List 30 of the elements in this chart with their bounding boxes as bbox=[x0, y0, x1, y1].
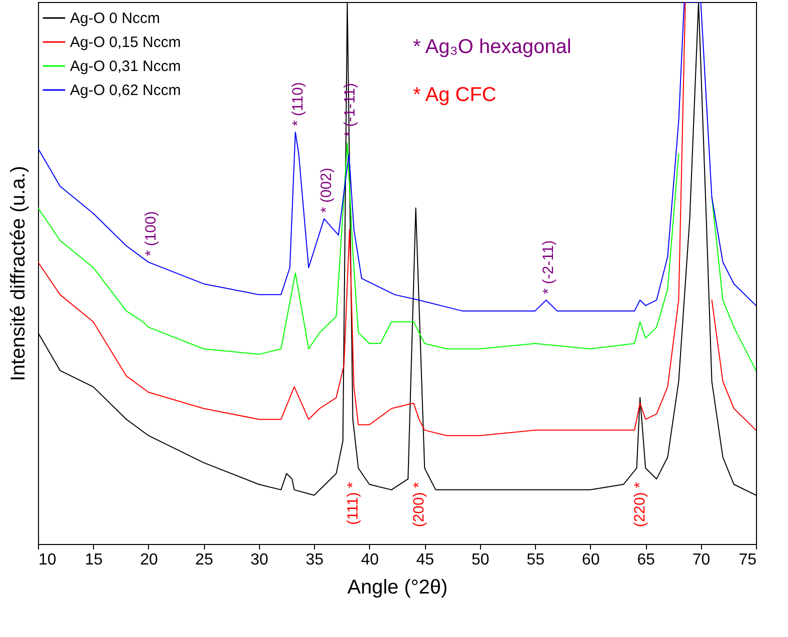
x-tick-label: 15 bbox=[84, 552, 103, 568]
annotation: * (-1-11) bbox=[341, 83, 358, 137]
annotation: (111) * bbox=[344, 482, 362, 525]
x-tick-label: 30 bbox=[250, 552, 268, 568]
x-tick-label: 10 bbox=[38, 552, 56, 568]
x-tick-label: 75 bbox=[738, 552, 757, 568]
x-tick-label: 45 bbox=[416, 552, 434, 568]
x-tick-label: 50 bbox=[471, 552, 490, 568]
annotation: (220) * bbox=[632, 482, 649, 528]
y-axis-title: Intensité diffractée (u.a.) bbox=[8, 166, 30, 382]
x-tick-label: 25 bbox=[195, 552, 214, 568]
x-tick-label: 35 bbox=[306, 552, 324, 568]
annotation: * Ag CFC bbox=[413, 84, 496, 106]
legend-label: Ag-O 0,31 Nccm bbox=[70, 58, 181, 75]
legend-label: Ag-O 0,62 Nccm bbox=[70, 82, 181, 99]
x-tick-label: 65 bbox=[637, 552, 656, 568]
annotation: * (100) bbox=[142, 211, 160, 256]
x-tick-label: 70 bbox=[692, 552, 710, 568]
legend-label: Ag-O 0 Nccm bbox=[70, 10, 160, 27]
annotation: * (110) bbox=[289, 82, 306, 126]
legend-label: Ag-O 0,15 Nccm bbox=[70, 34, 181, 51]
x-tick-label: 40 bbox=[360, 552, 379, 568]
annotation: (200) * bbox=[410, 482, 428, 528]
x-axis-title: Angle (°2θ) bbox=[347, 576, 448, 598]
annotation: * (002) bbox=[318, 168, 336, 213]
x-tick-label: 20 bbox=[140, 552, 158, 568]
annotation: * (-2-11) bbox=[540, 240, 558, 294]
annotation: * Ag₃O hexagonal bbox=[413, 36, 572, 58]
x-tick-label: 60 bbox=[582, 552, 600, 568]
x-tick-label: 55 bbox=[526, 552, 545, 568]
